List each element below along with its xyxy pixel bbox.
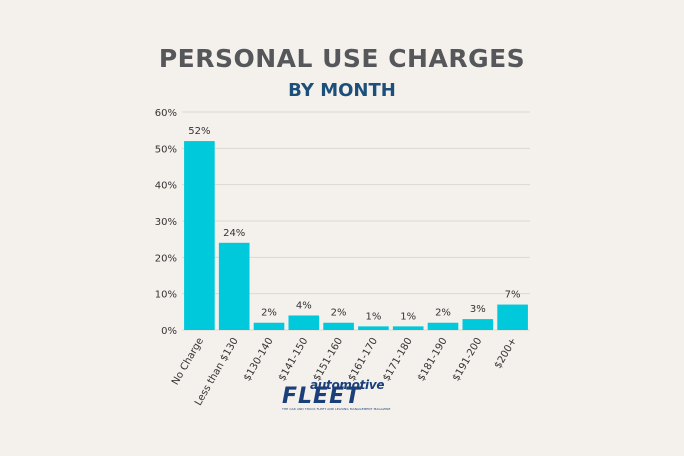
x-tick-label: $181-190 — [416, 336, 450, 383]
logo-tagline: THE CAR AND TRUCK FLEET AND LEASING MANA… — [282, 407, 391, 411]
bar-1 — [218, 242, 250, 330]
y-tick-label: 60% — [155, 108, 177, 119]
x-tick-label: $200+ — [493, 336, 519, 371]
automotive-fleet-logo: automotive FLEET THE CAR AND TRUCK FLEET… — [282, 378, 404, 412]
bar-0 — [184, 141, 215, 330]
x-tick-label: $151-160 — [312, 336, 346, 383]
x-tick-label: No Charge — [170, 336, 206, 387]
data-label: 24% — [223, 228, 245, 239]
y-tick-label: 40% — [155, 181, 177, 192]
data-label: 1% — [365, 311, 381, 322]
bar-3 — [288, 315, 320, 330]
bar-6 — [392, 326, 424, 330]
chart-subtitle: BY MONTH — [288, 80, 396, 101]
x-tick-label: $130-140 — [242, 336, 276, 383]
data-label: 4% — [296, 300, 312, 311]
data-label: 1% — [400, 311, 416, 322]
y-tick-label: 30% — [155, 217, 177, 228]
bar-2 — [253, 322, 285, 330]
data-label: 2% — [331, 308, 347, 319]
x-tick-label: $161-170 — [346, 336, 380, 383]
bar-8 — [462, 319, 494, 330]
data-label: 3% — [470, 304, 486, 315]
chart-title: PERSONAL USE CHARGES — [158, 44, 526, 73]
bar-9 — [497, 304, 528, 330]
x-tick-label: $191-200 — [451, 336, 485, 383]
x-tick-label: $171-180 — [381, 336, 415, 383]
data-label: 7% — [505, 290, 521, 301]
logo-main-text: FLEET — [282, 384, 362, 409]
data-label: 2% — [261, 308, 277, 319]
bar-7 — [427, 322, 459, 330]
data-label: 52% — [188, 126, 210, 137]
y-tick-label: 0% — [161, 326, 177, 337]
x-tick-label: $141-150 — [277, 336, 311, 383]
data-label: 2% — [435, 308, 451, 319]
y-tick-label: 10% — [155, 290, 177, 301]
bar-4 — [323, 322, 354, 330]
logo-top-text: automotive — [310, 378, 385, 392]
y-tick-label: 50% — [155, 144, 177, 155]
bar-5 — [358, 326, 389, 330]
y-tick-label: 20% — [155, 253, 177, 264]
